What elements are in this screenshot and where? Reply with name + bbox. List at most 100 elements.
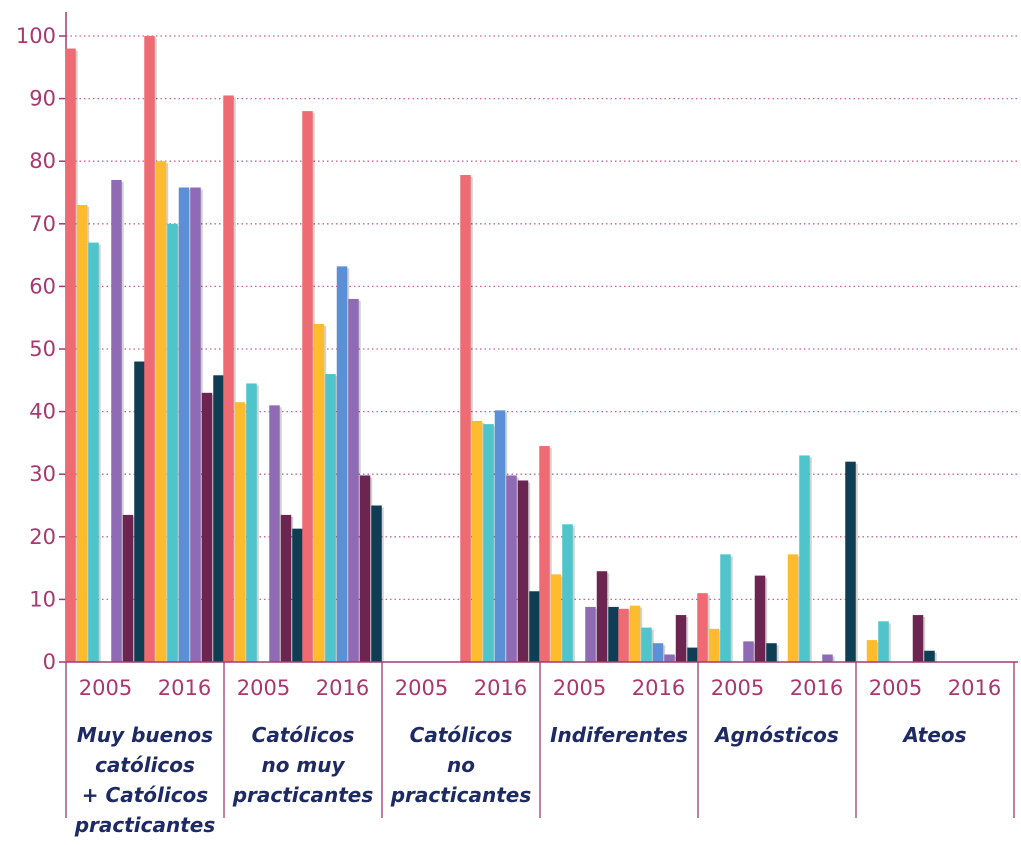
bars — [65, 36, 937, 663]
bar — [596, 571, 608, 662]
bar — [822, 654, 833, 662]
bar — [292, 528, 303, 662]
group-label: + Católicos — [82, 783, 209, 807]
bar — [562, 524, 573, 662]
bar — [313, 323, 325, 662]
year-label: 2016 — [316, 676, 369, 700]
group-label: Ateos — [901, 723, 966, 747]
bar — [687, 647, 698, 662]
year-label: 2016 — [158, 676, 211, 700]
bar — [766, 643, 777, 662]
bar — [675, 615, 687, 662]
bar — [483, 424, 494, 662]
bar — [629, 605, 641, 662]
year-label: 2005 — [237, 676, 290, 700]
year-label: 2005 — [553, 676, 606, 700]
bar — [234, 402, 246, 662]
bar — [223, 95, 234, 663]
y-tick-label: 80 — [29, 149, 56, 173]
bar — [787, 554, 799, 662]
y-tick-label: 50 — [29, 337, 56, 361]
bar — [167, 223, 178, 663]
bar — [371, 505, 382, 662]
bar — [302, 111, 313, 663]
bar — [325, 374, 336, 662]
group-label: católicos — [95, 753, 195, 777]
y-tick-label: 20 — [29, 525, 56, 549]
year-label: 2016 — [790, 676, 843, 700]
y-axis: 0 10 20 30 40 50 60 70 80 90 100 — [16, 12, 67, 674]
bar — [608, 606, 619, 662]
year-label: 2005 — [711, 676, 764, 700]
bar — [460, 174, 471, 663]
year-label: 2016 — [474, 676, 527, 700]
y-tick-label: 0 — [43, 650, 56, 674]
bar — [641, 627, 652, 662]
x-axis: 2005 2016 Muy buenos católicos + Católicos pr… — [65, 661, 1018, 837]
bar — [550, 574, 562, 662]
bar — [88, 242, 99, 662]
bar — [359, 475, 371, 662]
bar — [912, 615, 924, 662]
bar — [799, 455, 810, 662]
year-label: 2016 — [948, 676, 1001, 700]
y-tick-label: 90 — [29, 87, 56, 111]
bar — [878, 621, 889, 662]
bar — [134, 361, 145, 662]
group-label: practicantes — [232, 783, 374, 807]
group-label: practicantes — [74, 813, 216, 837]
bar — [494, 410, 506, 662]
bar — [664, 654, 675, 662]
bar — [517, 480, 529, 662]
bar — [845, 461, 856, 662]
y-tick-label: 70 — [29, 212, 56, 236]
y-tick-label: 100 — [16, 24, 56, 48]
bar — [754, 575, 766, 662]
bar — [348, 298, 359, 662]
group-label: no — [447, 753, 475, 777]
bar — [122, 514, 134, 662]
bar — [506, 475, 517, 662]
y-tick-label: 10 — [29, 587, 56, 611]
bar — [743, 641, 754, 662]
group-label: Católicos — [252, 723, 355, 747]
bar — [924, 650, 935, 662]
bar — [539, 446, 550, 662]
bar — [720, 554, 731, 662]
bar — [529, 591, 540, 662]
bar — [708, 628, 720, 662]
bar — [201, 392, 213, 662]
group-label: Agnósticos — [713, 723, 839, 747]
bar — [585, 606, 596, 662]
year-label: 2005 — [395, 676, 448, 700]
y-tick-label: 60 — [29, 274, 56, 298]
bar — [246, 383, 257, 662]
bar — [471, 420, 483, 662]
group-label: no muy — [261, 753, 345, 777]
bar — [65, 48, 76, 662]
group-label: Católicos — [410, 723, 513, 747]
bar — [155, 161, 167, 662]
bar — [190, 187, 201, 662]
y-tick-label: 40 — [29, 400, 56, 424]
y-tick-label: 30 — [29, 462, 56, 486]
group-label: practicantes — [390, 783, 532, 807]
bar — [213, 375, 224, 662]
bar — [76, 205, 88, 662]
year-label: 2005 — [869, 676, 922, 700]
bar — [336, 266, 348, 662]
bar — [618, 608, 629, 662]
group-label: Indiferentes — [550, 723, 688, 747]
bar — [178, 187, 190, 662]
group-label: Muy buenos — [77, 723, 213, 747]
bar — [269, 405, 280, 662]
bar — [111, 179, 122, 663]
year-label: 2005 — [79, 676, 132, 700]
year-label: 2016 — [632, 676, 685, 700]
bar — [866, 640, 878, 662]
bar — [652, 643, 664, 662]
bar — [697, 593, 708, 662]
bar — [144, 36, 155, 662]
bar — [280, 514, 292, 662]
